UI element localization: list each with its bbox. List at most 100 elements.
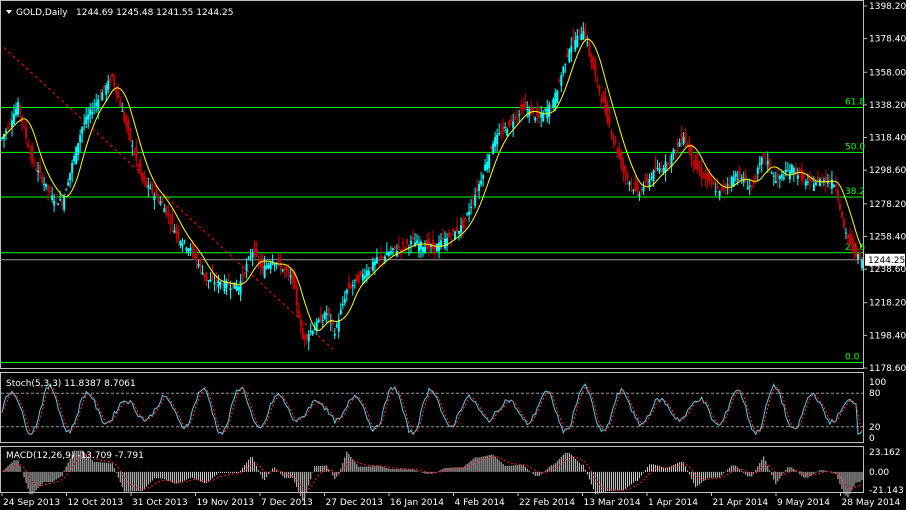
candle-body [361,274,364,281]
candle-body [355,274,358,283]
candle-body [223,280,226,292]
candle-body [283,266,286,271]
candle-body [43,183,46,185]
candle-body [99,96,102,98]
candle-body [373,261,376,266]
candle-body [568,49,571,62]
candle-body [119,99,122,108]
time-tick-label: 24 Sep 2013 [3,498,60,508]
candle-body [101,92,104,101]
time-tick-label: 21 Apr 2014 [713,498,769,508]
time-tick-label: 16 Jan 2014 [390,498,444,508]
candle-body [27,143,30,148]
candle-body [115,87,118,95]
stochastic-label: Stoch(5,3,3) 11.8387 8.7061 [6,379,136,389]
candle-body [281,269,284,272]
candle-body [596,79,599,82]
candle-body [782,177,785,180]
candle-body [622,165,625,172]
candle-body [488,154,491,168]
candle-body [650,177,653,179]
candle-body [464,217,467,221]
candle-body [291,269,294,284]
candle-body [822,180,825,182]
price-tick-label: 1238.60 [869,265,906,275]
candle-body [251,251,254,258]
candle-body [193,252,196,258]
candle-body [125,115,128,127]
macd-plot-area[interactable] [1,450,863,501]
candle-body [442,237,445,241]
candle-body [512,121,515,128]
candle-body [460,225,463,233]
current-price-label: 1244.25 [868,256,905,266]
candle-body [63,195,66,210]
price-tick-label: 1178.60 [869,364,906,374]
candle-body [51,195,54,201]
candle-body [808,176,811,182]
candle-body [349,285,352,288]
candle-body [303,335,306,340]
candle-body [201,272,204,275]
candle-body [522,104,525,111]
candle-body [61,201,64,206]
trendline[interactable] [3,47,334,350]
time-tick-label: 4 Feb 2014 [455,498,506,508]
candle-body [241,273,244,278]
candle-body [135,146,138,160]
candle-body [401,241,404,245]
candle-body [333,333,336,336]
candle-body [670,154,673,167]
candle-body [45,183,48,187]
candle-body [365,270,368,278]
candle-body [7,127,10,129]
candle-body [29,152,32,154]
candle-body [572,36,575,41]
candle-body [486,161,489,170]
candle-body [405,239,408,245]
candle-body [754,175,757,180]
candle-body [343,299,346,304]
candle-body [626,174,629,179]
candle-body [778,175,781,180]
candle-body [446,238,449,246]
candle-body [484,164,487,171]
candle-body [722,186,725,190]
candle-body [760,157,763,165]
candle-body [137,164,140,167]
main-plot-area[interactable]: 61.850.038.223.60.0 [1,22,865,363]
candle-body [111,73,114,77]
candle-body [191,243,194,251]
candle-body [654,165,657,172]
candle-body [540,113,543,118]
fib-label-4: 0.0 [845,352,860,362]
candle-body [580,34,583,40]
candle-body [450,238,453,240]
candle-body [570,46,573,53]
time-tick-label: 1 Apr 2014 [648,498,698,508]
candle-body [828,182,831,184]
candle-body [584,28,587,40]
dropdown-triangle-icon[interactable] [6,10,12,14]
candle-body [249,256,252,258]
candle-body [313,328,316,331]
candle-body [838,203,841,210]
candle-body [363,275,366,279]
candle-body [133,150,136,155]
candle-body [345,289,348,294]
stochastic-plot-area[interactable] [1,382,863,436]
candle-body [157,197,160,202]
candle-body [179,240,182,246]
candle-body [632,189,635,191]
candle-body [688,143,691,154]
candle-body [207,280,210,282]
candle-body [67,182,70,186]
candle-body [409,240,412,245]
candle-body [143,175,146,182]
candle-body [452,228,455,232]
candle-body [758,163,761,166]
candle-body [496,134,499,145]
candle-body [566,53,569,57]
candle-body [544,109,547,111]
